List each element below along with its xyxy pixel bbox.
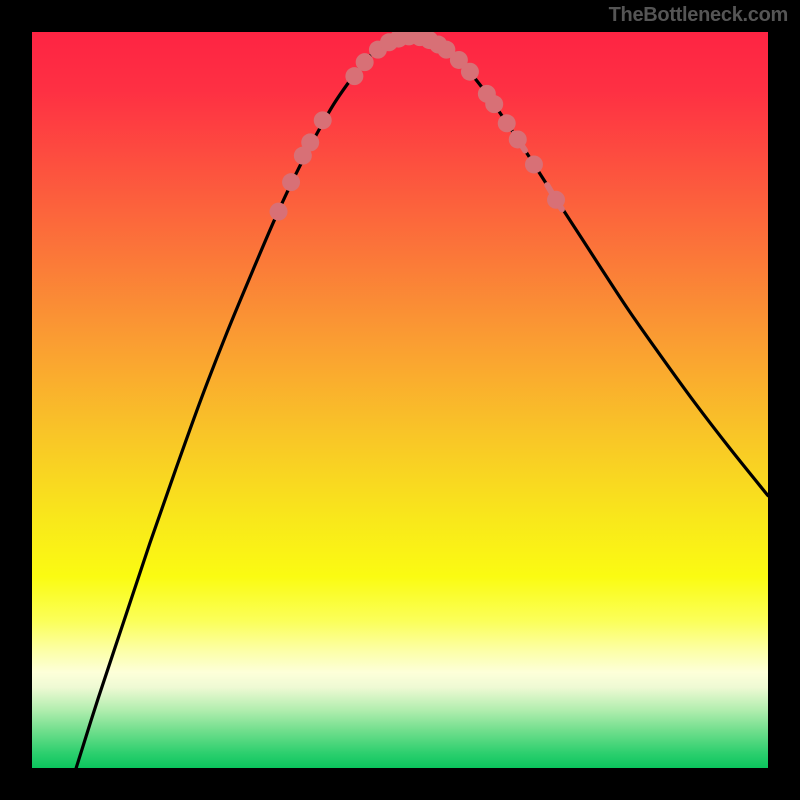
figure-frame: TheBottleneck.com bbox=[0, 0, 800, 800]
bottleneck-curve-plot bbox=[0, 0, 800, 800]
watermark-text: TheBottleneck.com bbox=[609, 4, 788, 27]
